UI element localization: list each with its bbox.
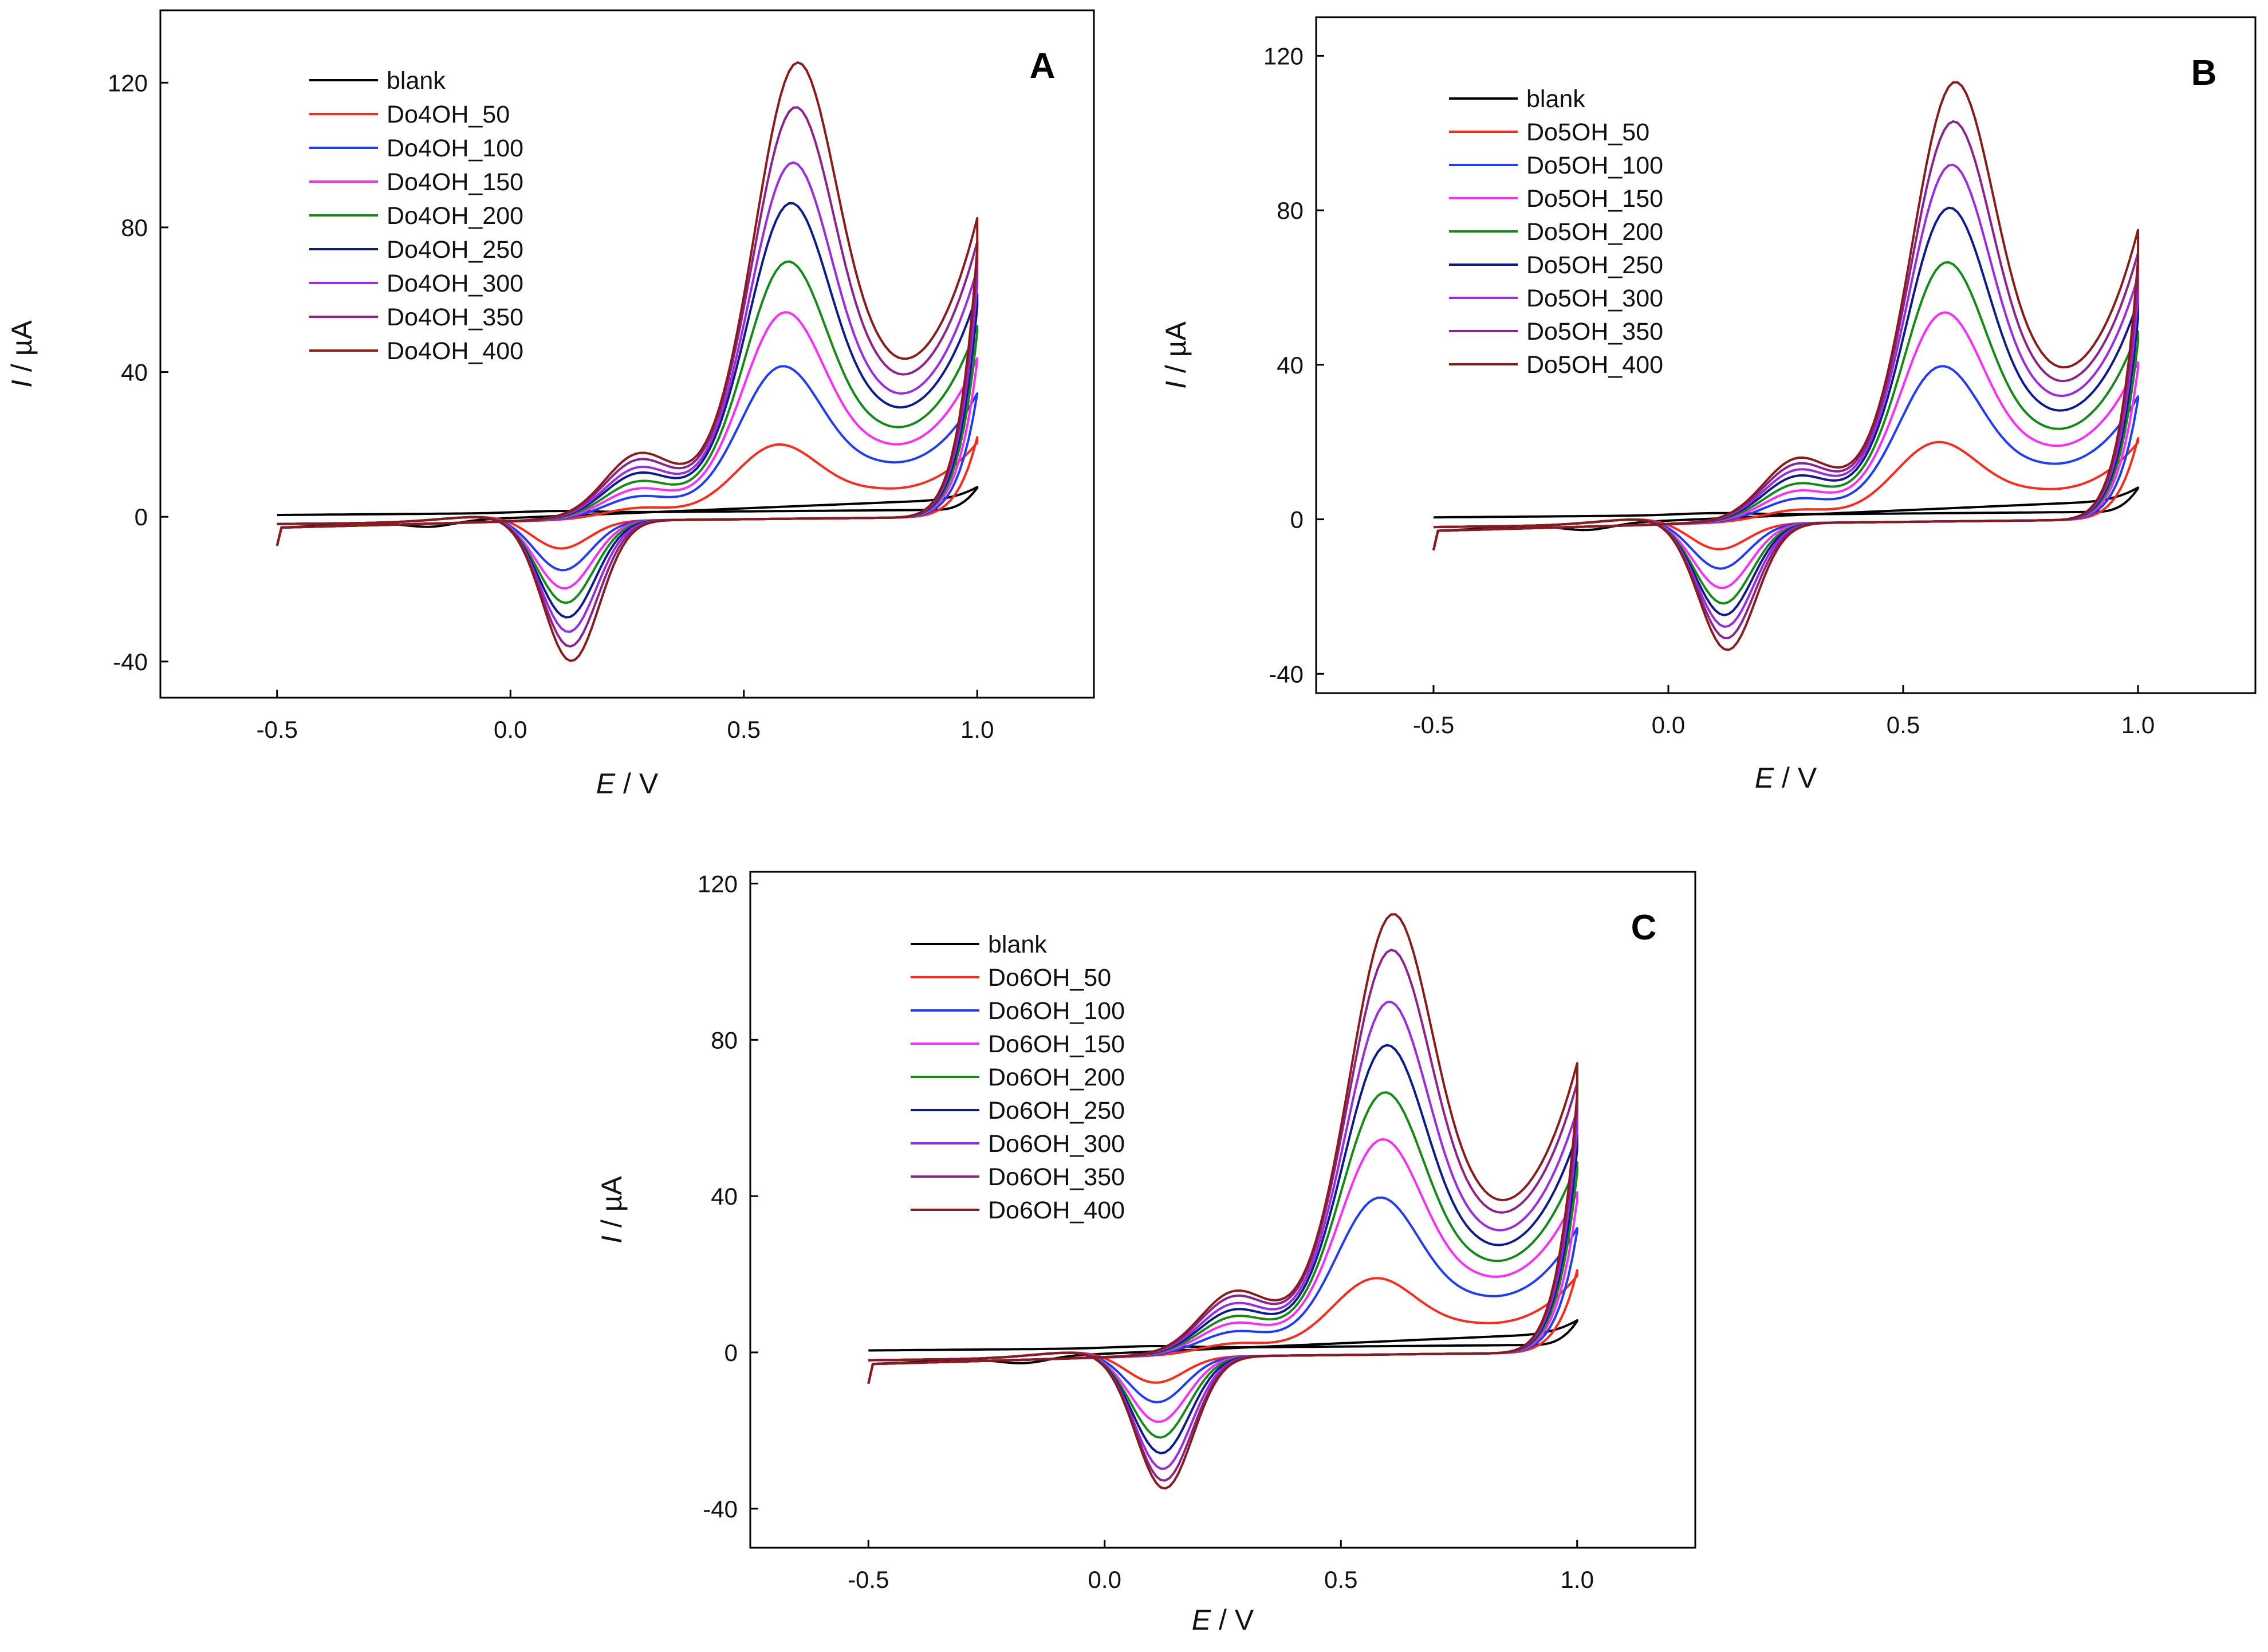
y-tick-label: 0 bbox=[724, 1339, 738, 1366]
legend-label: Do4OH_250 bbox=[387, 236, 523, 263]
series-line-do6oh-400 bbox=[867, 913, 1578, 1490]
legend-label: Do6OH_300 bbox=[988, 1130, 1125, 1158]
x-tick-label: 0.0 bbox=[1088, 1566, 1121, 1593]
series-line-do6oh-300 bbox=[867, 1000, 1578, 1470]
legend-label: Do6OH_250 bbox=[988, 1097, 1125, 1124]
x-axis-title: E / V bbox=[596, 768, 659, 800]
legend-label: blank bbox=[1526, 85, 1585, 113]
plot-frame bbox=[159, 9, 1095, 699]
series-line-do4oh-150 bbox=[275, 311, 979, 590]
x-tick-label: 1.0 bbox=[960, 716, 994, 743]
legend-label: Do5OH_350 bbox=[1526, 318, 1663, 345]
series-line-do6oh-150 bbox=[867, 1138, 1578, 1423]
legend-label: Do4OH_350 bbox=[387, 304, 523, 331]
legend-label: Do5OH_400 bbox=[1526, 351, 1663, 379]
y-tick-label: 80 bbox=[121, 214, 148, 241]
y-tick-label: 0 bbox=[135, 504, 148, 530]
x-tick-label: -0.5 bbox=[848, 1566, 889, 1593]
legend-label: Do5OH_50 bbox=[1526, 119, 1649, 146]
y-tick-label: -40 bbox=[113, 648, 148, 675]
series-line-do5oh-400 bbox=[1432, 81, 2139, 651]
x-tick-label: 0.5 bbox=[727, 716, 761, 743]
panel-letter: C bbox=[1631, 908, 1657, 947]
series-line-blank bbox=[867, 1319, 1578, 1384]
legend-label: Do4OH_200 bbox=[387, 202, 523, 230]
y-axis-title: I / µA bbox=[6, 320, 38, 387]
y-tick-label: 40 bbox=[121, 359, 148, 386]
series-line-do4oh-300 bbox=[275, 161, 979, 633]
plot-frame bbox=[749, 871, 1696, 1549]
panel-letter: B bbox=[2191, 53, 2217, 93]
series-line-do4oh-250 bbox=[275, 202, 979, 619]
legend-label: Do4OH_300 bbox=[387, 270, 523, 297]
panel-a: -0.5 0.0 0.5 1.0 -40 0 40 80 120 E / V I / µA Ablan… bbox=[6, 9, 1095, 800]
x-axis-title: E / V bbox=[1192, 1604, 1254, 1636]
series-line-blank bbox=[1432, 486, 2139, 550]
x-tick-label: 0.0 bbox=[494, 716, 527, 743]
legend-label: Do6OH_350 bbox=[988, 1163, 1125, 1191]
series-line-do4oh-200 bbox=[275, 260, 979, 604]
legend-label: Do6OH_400 bbox=[988, 1197, 1125, 1224]
y-tick-label: 80 bbox=[1277, 197, 1304, 224]
y-tick-label: 80 bbox=[711, 1026, 738, 1053]
legend-label: Do6OH_50 bbox=[988, 964, 1111, 992]
y-tick-label: 0 bbox=[1290, 506, 1304, 533]
plot-frame bbox=[1315, 16, 2257, 694]
legend-label: Do6OH_100 bbox=[988, 997, 1125, 1025]
legend-label: Do6OH_200 bbox=[988, 1064, 1125, 1091]
legend-label: Do4OH_100 bbox=[387, 135, 523, 162]
panel-letter: A bbox=[1030, 46, 1056, 86]
x-tick-label: -0.5 bbox=[257, 716, 298, 743]
y-tick-label: -40 bbox=[703, 1496, 738, 1523]
legend-label: Do5OH_150 bbox=[1526, 185, 1663, 213]
x-tick-label: 0.5 bbox=[1324, 1566, 1357, 1593]
y-tick-label: 40 bbox=[711, 1183, 738, 1210]
legend-label: Do4OH_50 bbox=[387, 101, 510, 128]
y-tick-label: 120 bbox=[698, 870, 738, 897]
legend-label: Do4OH_400 bbox=[387, 337, 523, 365]
legend-label: Do6OH_150 bbox=[988, 1030, 1125, 1058]
legend-label: Do4OH_150 bbox=[387, 168, 523, 196]
panel-c: -0.5 0.0 0.5 1.0 -40 0 40 80 120 E / V I / µA Cblan… bbox=[596, 870, 1696, 1636]
legend-label: Do5OH_250 bbox=[1526, 251, 1663, 279]
y-tick-label: 120 bbox=[108, 69, 148, 96]
legend-label: Do5OH_200 bbox=[1526, 218, 1663, 246]
legend-label: blank bbox=[387, 67, 446, 95]
legend-label: blank bbox=[988, 931, 1047, 958]
x-tick-label: 0.5 bbox=[1887, 711, 1920, 738]
legend-label: Do5OH_300 bbox=[1526, 285, 1663, 312]
x-tick-label: 0.0 bbox=[1652, 711, 1685, 738]
x-tick-label: 1.0 bbox=[1561, 1566, 1594, 1593]
legend-label: Do5OH_100 bbox=[1526, 152, 1663, 179]
y-axis-title: I / µA bbox=[596, 1175, 628, 1243]
x-axis-title: E / V bbox=[1755, 762, 1817, 794]
y-tick-label: 120 bbox=[1263, 42, 1304, 69]
panel-b: -0.5 0.0 0.5 1.0 -40 0 40 80 120 E / V I / µA Bblan… bbox=[1160, 16, 2257, 794]
y-tick-label: 40 bbox=[1277, 352, 1304, 379]
series-line-do4oh-350 bbox=[275, 106, 979, 648]
series-line-do5oh-200 bbox=[1432, 261, 2139, 605]
x-tick-label: -0.5 bbox=[1413, 711, 1454, 738]
y-axis-title: I / µA bbox=[1160, 321, 1192, 388]
series-line-blank bbox=[275, 486, 979, 546]
series-line-do6oh-350 bbox=[867, 949, 1578, 1482]
x-tick-label: 1.0 bbox=[2121, 711, 2155, 738]
series-line-do4oh-400 bbox=[275, 61, 979, 662]
y-tick-label: -40 bbox=[1269, 660, 1304, 687]
